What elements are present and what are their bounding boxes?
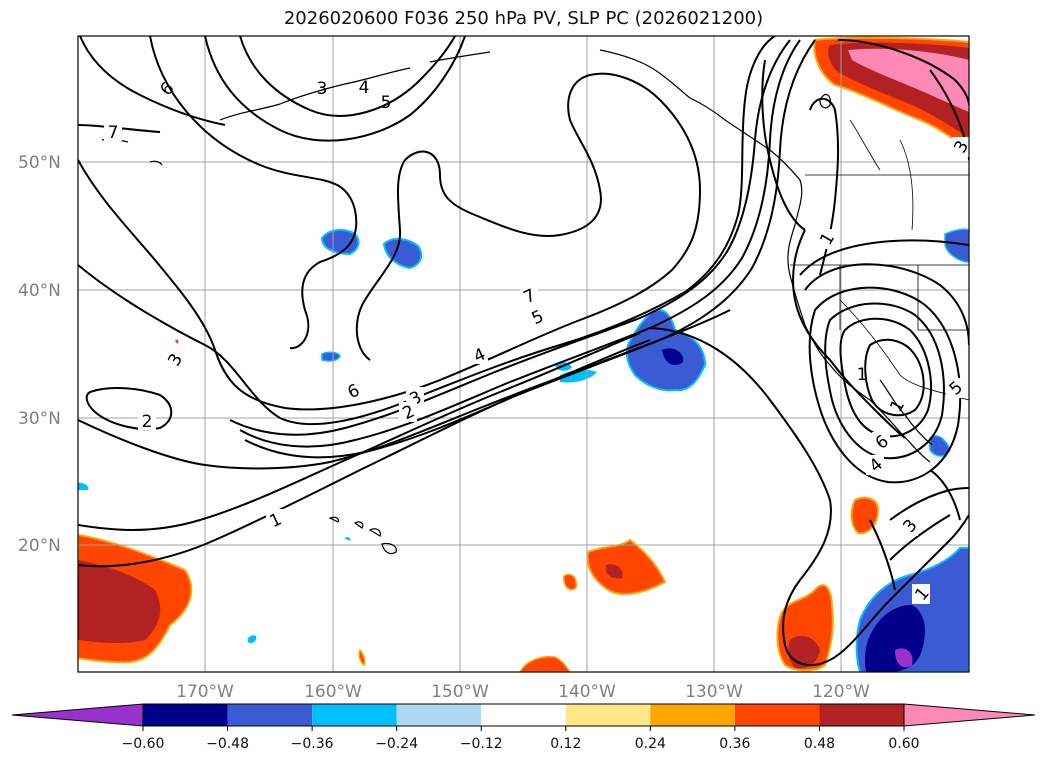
lon-label: 130°W <box>685 682 743 702</box>
lat-label: 30°N <box>18 409 61 429</box>
contours <box>78 36 969 666</box>
colorbar-tick-label: −0.24 <box>375 736 418 752</box>
lat-label: 40°N <box>18 281 61 301</box>
colorbar-cell <box>734 704 820 726</box>
colorbar-extend-low <box>11 703 144 727</box>
colorbar-tick-label: −0.60 <box>122 736 165 752</box>
colorbar-tick-label: −0.48 <box>206 736 249 752</box>
lon-label: 150°W <box>431 682 489 702</box>
colorbar-cell <box>143 704 228 726</box>
colorbar-cell <box>396 704 482 726</box>
contour-label: 3 <box>317 79 328 99</box>
colorbar-tick-label: 0.36 <box>719 736 750 752</box>
lat-label: 50°N <box>18 153 61 173</box>
colorbar-tick-labels: −0.60 −0.48 −0.36 −0.24 −0.12 0.12 0.24 0.36 0.4… <box>122 726 920 752</box>
map-background <box>78 36 969 672</box>
colorbar-cell <box>481 704 566 726</box>
colorbar-tick-label: −0.36 <box>291 736 334 752</box>
colorbar-tick-label: 0.48 <box>804 736 835 752</box>
contour-label: 5 <box>381 93 392 113</box>
colorbar-cell <box>227 704 313 726</box>
latitude-labels: 50°N 40°N 30°N 20°N <box>18 153 61 556</box>
colorbar-outline <box>142 703 905 727</box>
colorbar-cell <box>565 704 651 726</box>
colorbar-cell <box>819 704 904 726</box>
contour-labels: 7 6 4 5 7 5 4 6 3 2 3 2 1 1 3 1 1 <box>104 78 969 605</box>
lat-label: 20°N <box>18 536 61 556</box>
contour-label: 7 <box>108 123 119 143</box>
colorbar-tick-label: −0.12 <box>460 736 503 752</box>
lon-label: 120°W <box>812 682 870 702</box>
contour-label: 2 <box>142 412 153 432</box>
colorbar-tick-label: 0.60 <box>888 736 919 752</box>
longitude-labels: 170°W 160°W 150°W 140°W 130°W 120°W <box>176 682 870 702</box>
colorbar: −0.60 −0.48 −0.36 −0.24 −0.12 0.12 0.24 0.36 0.4… <box>11 703 1036 752</box>
contour-label: 1 <box>857 365 868 385</box>
lon-label: 140°W <box>558 682 616 702</box>
map-gridlines <box>78 36 969 672</box>
map-title: 2026020600 F036 250 hPa PV, SLP PC (2026… <box>283 8 764 29</box>
lon-label: 160°W <box>304 682 362 702</box>
colorbar-tick-label: 0.24 <box>635 736 666 752</box>
contour-label: 4 <box>359 78 370 98</box>
colorbar-extend-high <box>903 703 1036 727</box>
colorbar-cell <box>312 704 397 726</box>
lon-label: 170°W <box>176 682 234 702</box>
colorbar-tick-label: 0.12 <box>550 736 581 752</box>
map-frame <box>77 35 970 673</box>
colorbar-cell <box>650 704 735 726</box>
